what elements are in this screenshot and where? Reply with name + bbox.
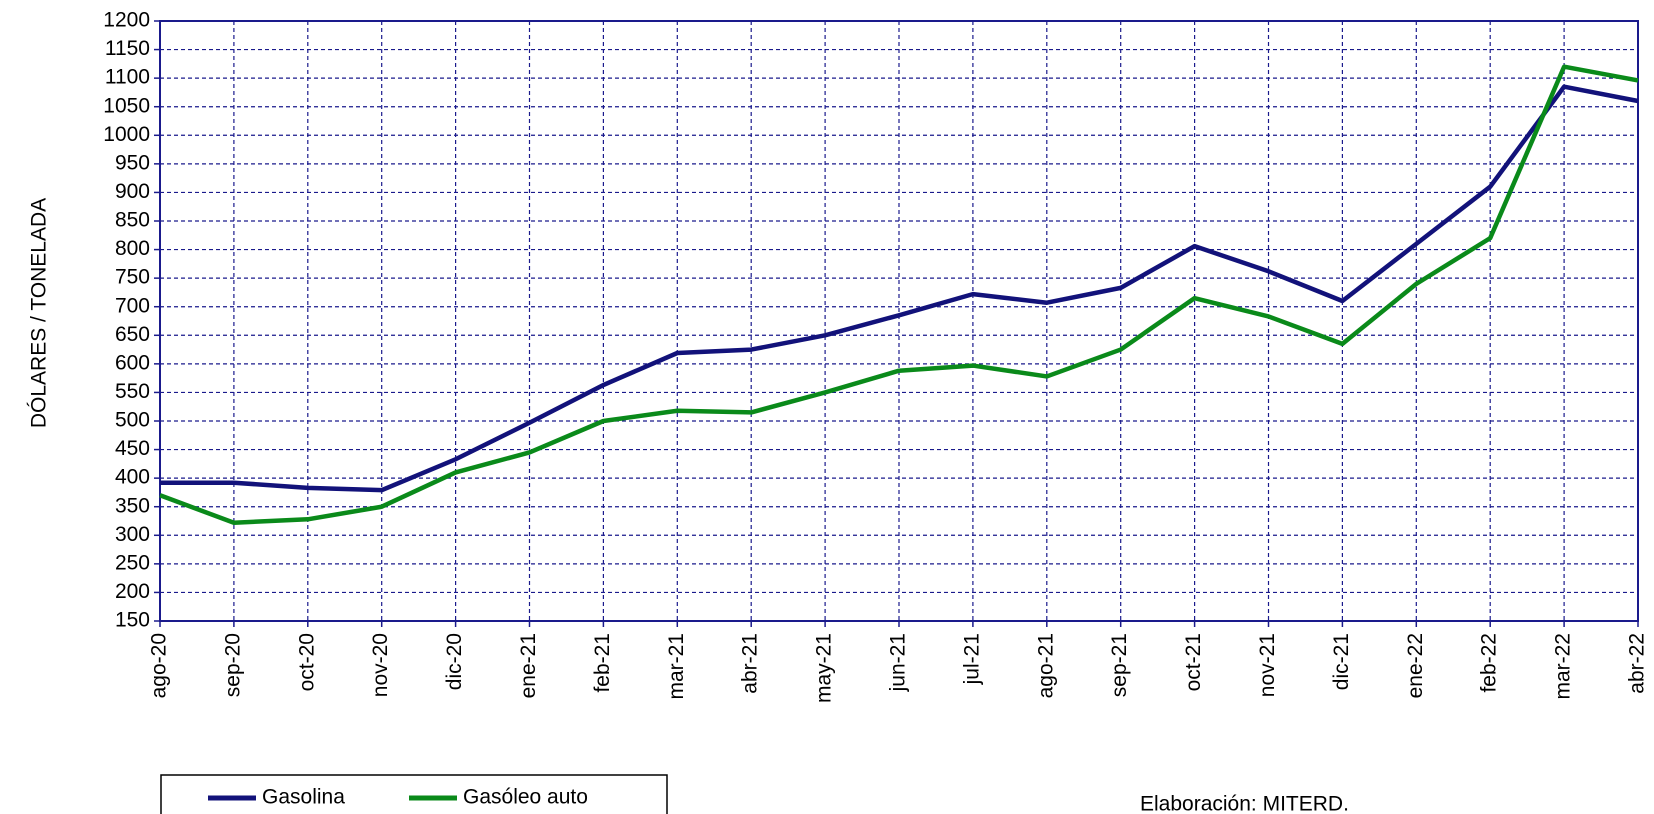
- x-tick-label: ago-21: [1034, 633, 1057, 698]
- y-tick-label: 400: [115, 466, 150, 489]
- y-tick-label: 850: [115, 209, 150, 232]
- y-tick-label: 350: [115, 494, 150, 517]
- x-tick-label: feb-22: [1478, 633, 1501, 693]
- y-tick-label: 550: [115, 380, 150, 403]
- y-tick-label: 900: [115, 180, 150, 203]
- y-tick-label: 1000: [103, 123, 150, 146]
- y-tick-label: 150: [115, 609, 150, 632]
- x-tick-label: dic-20: [443, 633, 466, 690]
- y-tick-label: 250: [115, 551, 150, 574]
- plot-border: [159, 20, 1639, 622]
- legend-box: [160, 774, 668, 814]
- x-tick-label: dic-21: [1330, 633, 1353, 690]
- y-tick-label: 600: [115, 351, 150, 374]
- y-tick-label: 450: [115, 437, 150, 460]
- x-tick-label: jul-21: [960, 633, 983, 685]
- y-tick-label: 700: [115, 294, 150, 317]
- y-axis-label: DÓLARES / TONELADA: [28, 198, 51, 428]
- x-tick-label: may-21: [813, 633, 836, 703]
- x-tick-label: abr-22: [1626, 633, 1649, 694]
- y-tick-label: 500: [115, 409, 150, 432]
- y-tick-label: 1200: [103, 9, 150, 32]
- x-tick-label: ago-20: [148, 633, 171, 698]
- x-tick-label: sep-21: [1108, 633, 1131, 697]
- y-tick-label: 950: [115, 151, 150, 174]
- x-tick-label: oct-20: [295, 633, 318, 691]
- y-tick-label: 200: [115, 580, 150, 603]
- legend-label: Gasolina: [262, 786, 345, 809]
- y-tick-label: 800: [115, 237, 150, 260]
- y-tick-label: 750: [115, 266, 150, 289]
- x-tick-label: mar-22: [1552, 633, 1575, 700]
- x-tick-label: jun-21: [887, 633, 910, 692]
- x-tick-label: sep-20: [221, 633, 244, 697]
- x-tick-label: abr-21: [739, 633, 762, 694]
- x-tick-label: oct-21: [1182, 633, 1205, 691]
- x-tick-label: ene-22: [1404, 633, 1427, 698]
- x-tick-label: feb-21: [591, 633, 614, 693]
- x-tick-label: ene-21: [517, 633, 540, 698]
- y-tick-label: 1050: [103, 94, 150, 117]
- source-note: Elaboración: MITERD.: [1140, 793, 1349, 814]
- series-line: [159, 64, 1639, 525]
- x-tick-label: nov-20: [369, 633, 392, 697]
- y-tick-label: 1150: [105, 37, 150, 60]
- legend-label: Gasóleo auto: [463, 786, 588, 809]
- y-tick-label: 1100: [105, 66, 150, 89]
- y-tick-label: 650: [115, 323, 150, 346]
- x-tick-label: nov-21: [1256, 633, 1279, 697]
- y-tick-label: 300: [115, 523, 150, 546]
- series-line: [160, 84, 1639, 493]
- x-tick-label: mar-21: [665, 633, 688, 700]
